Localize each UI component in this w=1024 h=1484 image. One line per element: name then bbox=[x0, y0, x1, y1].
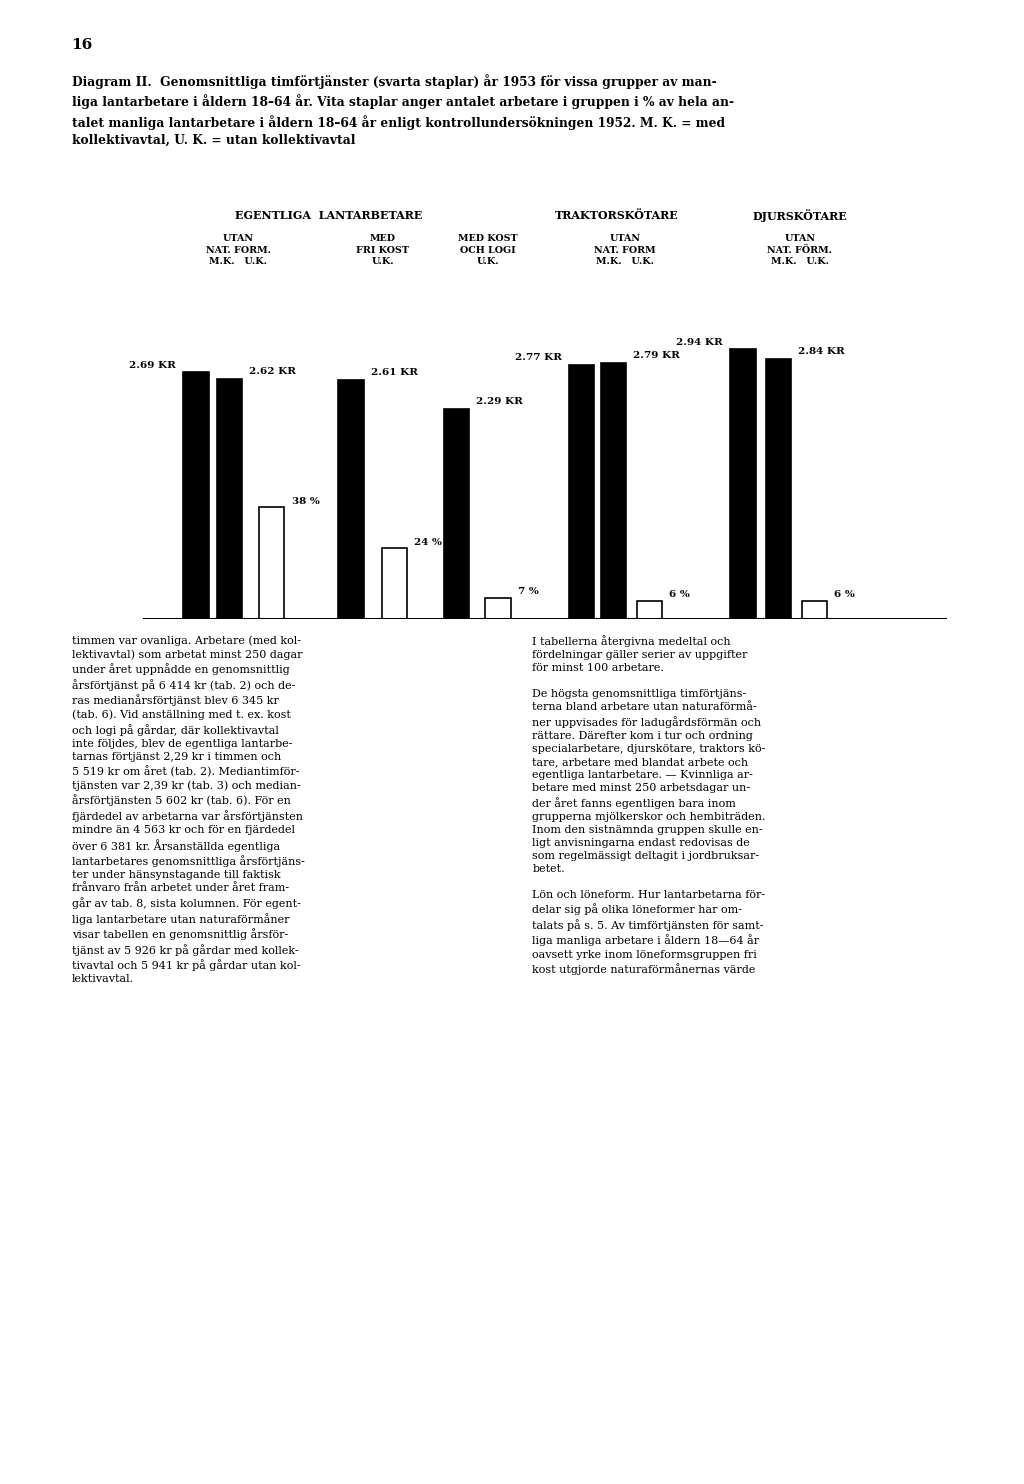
Text: 24 %: 24 % bbox=[414, 537, 442, 546]
Text: timmen var ovanliga. Arbetare (med kol-
lektivavtal) som arbetat minst 250 dagar: timmen var ovanliga. Arbetare (med kol- … bbox=[72, 635, 304, 984]
Bar bbox=[730, 349, 756, 619]
Bar bbox=[569, 365, 594, 619]
Bar bbox=[183, 372, 209, 619]
Text: 2.79 KR: 2.79 KR bbox=[633, 352, 680, 361]
Bar bbox=[382, 549, 407, 619]
Text: 6 %: 6 % bbox=[669, 591, 690, 600]
Bar bbox=[443, 410, 469, 619]
Text: EGENTLIGA  LANTARBETARE: EGENTLIGA LANTARBETARE bbox=[234, 209, 422, 221]
Bar bbox=[259, 508, 285, 619]
Text: UTAN
NAT. FÖRM.
M.K.   U.K.: UTAN NAT. FÖRM. M.K. U.K. bbox=[767, 234, 833, 266]
Text: 2.94 KR: 2.94 KR bbox=[677, 337, 723, 347]
Text: 2.62 KR: 2.62 KR bbox=[249, 367, 296, 375]
Text: UTAN
NAT. FORM
M.K.   U.K.: UTAN NAT. FORM M.K. U.K. bbox=[594, 234, 655, 266]
Text: UTAN
NAT. FORM.
M.K.   U.K.: UTAN NAT. FORM. M.K. U.K. bbox=[206, 234, 271, 266]
Bar bbox=[601, 364, 626, 619]
Text: 7 %: 7 % bbox=[518, 588, 539, 597]
Text: 2.69 KR: 2.69 KR bbox=[129, 361, 176, 370]
Text: 6 %: 6 % bbox=[834, 591, 855, 600]
Text: 2.29 KR: 2.29 KR bbox=[476, 398, 523, 407]
Text: 38 %: 38 % bbox=[292, 497, 319, 506]
Text: DJURSKÖTARE: DJURSKÖTARE bbox=[753, 209, 847, 221]
Text: I tabellerna återgivna medeltal och
fördelningar gäller serier av uppgifter
för : I tabellerna återgivna medeltal och förd… bbox=[532, 635, 766, 975]
Text: 2.61 KR: 2.61 KR bbox=[371, 368, 418, 377]
Text: TRAKTORSKÖTARE: TRAKTORSKÖTARE bbox=[555, 209, 679, 221]
Bar bbox=[338, 380, 364, 619]
Text: 2.77 KR: 2.77 KR bbox=[515, 353, 562, 362]
Text: MED
FRI KOST
U.K.: MED FRI KOST U.K. bbox=[356, 234, 409, 266]
Bar bbox=[802, 601, 826, 619]
Bar bbox=[766, 359, 791, 619]
Bar bbox=[637, 601, 662, 619]
Text: 16: 16 bbox=[72, 37, 93, 52]
Text: Diagram II.  Genomsnittliga timförtjänster (svarta staplar) år 1953 för vissa gr: Diagram II. Genomsnittliga timförtjänste… bbox=[72, 74, 733, 147]
Bar bbox=[217, 378, 242, 619]
Text: 2.84 KR: 2.84 KR bbox=[798, 347, 845, 356]
Bar bbox=[485, 598, 511, 619]
Text: MED KOST
OCH LOGI
U.K.: MED KOST OCH LOGI U.K. bbox=[458, 234, 518, 266]
